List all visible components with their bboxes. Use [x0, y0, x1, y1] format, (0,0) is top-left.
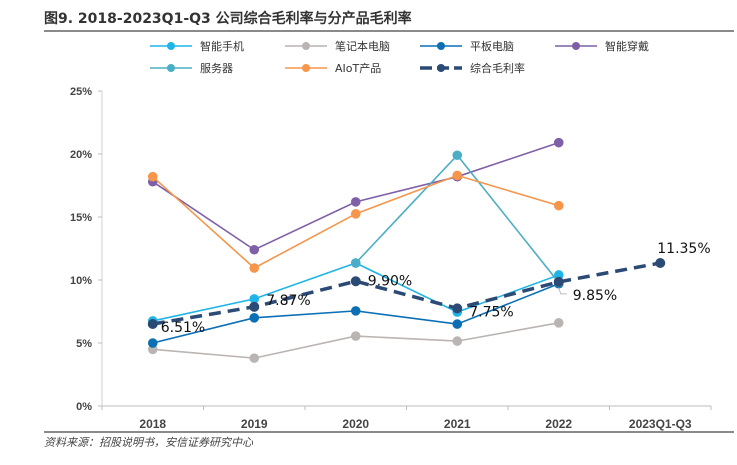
legend-label: 综合毛利率 [470, 62, 525, 75]
legend-label: 笔记本电脑 [335, 40, 390, 53]
data-label: 11.35% [657, 241, 710, 257]
y-tick-label: 0% [76, 401, 92, 413]
legend-item: 综合毛利率 [420, 60, 525, 76]
data-point [249, 353, 260, 363]
legend-swatch [555, 42, 597, 50]
series-1 [147, 318, 564, 363]
data-point [655, 257, 666, 268]
data-point [249, 244, 260, 255]
data-point [249, 294, 260, 304]
legend-swatch [285, 42, 327, 50]
data-point [147, 171, 158, 182]
legend-item: 智能手机 [150, 38, 244, 54]
legend-swatch [285, 64, 327, 72]
series-line [152, 261, 661, 326]
data-point [553, 276, 564, 287]
source-note: 资料来源：招股说明书，安信证券研究中心 [44, 436, 253, 449]
series-3 [147, 137, 564, 255]
data-point [350, 331, 361, 341]
y-tick-label: 20% [70, 149, 92, 161]
data-point [249, 313, 260, 323]
series-6: 6.51% 7.87% 9.90% 7.75% 9.85% 11.35% [147, 241, 711, 336]
data-point [553, 137, 564, 148]
y-tick-label: 15% [70, 212, 92, 224]
legend-swatch [420, 42, 462, 50]
x-tick-label: 2023Q1-Q3 [629, 417, 692, 431]
legend-item: 服务器 [150, 60, 233, 76]
legend-item: AIoT产品 [285, 60, 381, 76]
data-point [350, 276, 361, 287]
data-point [350, 306, 361, 316]
data-point [452, 150, 463, 161]
legend-label: AIoT产品 [335, 62, 382, 75]
legend-label: 智能手机 [200, 40, 244, 53]
data-point [452, 170, 463, 181]
x-tick-label: 2019 [241, 417, 268, 431]
data-label: 9.85% [573, 288, 617, 304]
data-point [452, 303, 463, 314]
data-point [147, 338, 158, 348]
data-point [452, 336, 463, 346]
x-tick-label: 2021 [444, 417, 471, 431]
data-point [553, 270, 564, 280]
series-5 [147, 170, 564, 273]
x-tick-label: 2018 [139, 417, 166, 431]
data-point [350, 197, 361, 207]
data-label: 7.75% [469, 304, 513, 320]
legend-label: 服务器 [200, 62, 233, 75]
top-divider [44, 30, 734, 32]
data-label: 6.51% [161, 320, 205, 336]
x-tick-label: 2020 [342, 417, 369, 431]
data-point [147, 318, 158, 329]
data-point [249, 263, 260, 273]
legend-label: 智能穿戴 [605, 40, 649, 53]
legend-label: 平板电脑 [470, 40, 514, 53]
data-point [249, 301, 260, 312]
data-label: 9.90% [368, 273, 412, 289]
x-tick-label: 2022 [545, 417, 572, 431]
legend-item: 笔记本电脑 [285, 38, 390, 54]
y-tick-label: 25% [70, 86, 92, 98]
figure-title: 图9. 2018-2023Q1-Q3 公司综合毛利率与分产品毛利率 [44, 11, 412, 27]
y-tick-label: 10% [70, 275, 92, 287]
legend-item: 平板电脑 [420, 38, 514, 54]
label-leader-line [558, 287, 567, 295]
data-point [350, 209, 361, 219]
data-point [452, 319, 463, 329]
series-line [152, 141, 560, 251]
legend-swatch [420, 64, 462, 72]
data-point [553, 200, 564, 211]
legend-item: 智能穿戴 [555, 38, 649, 54]
data-point [350, 258, 361, 268]
bottom-divider [44, 431, 734, 433]
legend-swatch [150, 42, 192, 50]
legend-swatch [150, 64, 192, 72]
y-tick-label: 5% [76, 338, 92, 350]
data-label: 7.87% [266, 293, 310, 309]
data-point [553, 318, 564, 328]
